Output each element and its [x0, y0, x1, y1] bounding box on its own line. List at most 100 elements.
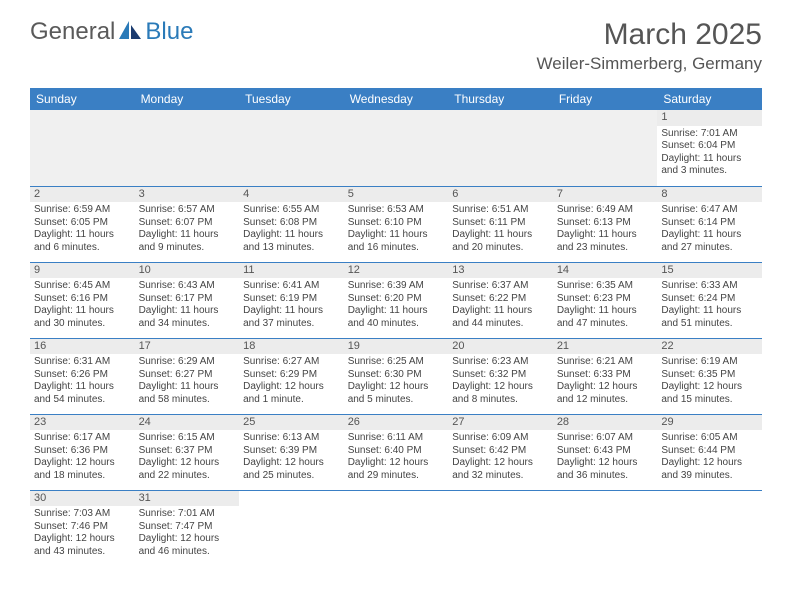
day-number: 27 [448, 415, 553, 431]
cell-line: Daylight: 12 hours [139, 457, 236, 470]
cell-line: Sunset: 6:05 PM [34, 217, 131, 230]
cell-line: Daylight: 12 hours [661, 457, 758, 470]
day-number: 28 [553, 415, 658, 431]
calendar-cell [344, 110, 449, 186]
cell-line: and 40 minutes. [348, 318, 445, 331]
day-header: Tuesday [239, 88, 344, 110]
calendar-cell: 5Sunrise: 6:53 AMSunset: 6:10 PMDaylight… [344, 186, 449, 262]
day-number: 11 [239, 263, 344, 279]
cell-line: Sunrise: 6:17 AM [34, 432, 131, 445]
calendar-cell: 14Sunrise: 6:35 AMSunset: 6:23 PMDayligh… [553, 262, 658, 338]
cell-line: and 13 minutes. [243, 242, 340, 255]
cell-line: and 5 minutes. [348, 394, 445, 407]
cell-line: Sunrise: 7:01 AM [661, 128, 758, 141]
day-number: 25 [239, 415, 344, 431]
cell-line: and 8 minutes. [452, 394, 549, 407]
cell-line: Sunrise: 6:45 AM [34, 280, 131, 293]
calendar-cell: 7Sunrise: 6:49 AMSunset: 6:13 PMDaylight… [553, 186, 658, 262]
day-number: 26 [344, 415, 449, 431]
calendar-cell [30, 110, 135, 186]
cell-line: Sunset: 6:44 PM [661, 445, 758, 458]
cell-line: Sunrise: 6:37 AM [452, 280, 549, 293]
cell-line: Daylight: 11 hours [557, 229, 654, 242]
cell-line: Sunset: 6:36 PM [34, 445, 131, 458]
calendar-cell: 21Sunrise: 6:21 AMSunset: 6:33 PMDayligh… [553, 338, 658, 414]
cell-line: Sunset: 6:37 PM [139, 445, 236, 458]
cell-line: Daylight: 11 hours [661, 305, 758, 318]
cell-line: Sunset: 6:27 PM [139, 369, 236, 382]
cell-line: Sunrise: 6:51 AM [452, 204, 549, 217]
calendar-cell: 1Sunrise: 7:01 AMSunset: 6:04 PMDaylight… [657, 110, 762, 186]
cell-line: Daylight: 11 hours [243, 305, 340, 318]
calendar-table: SundayMondayTuesdayWednesdayThursdayFrid… [30, 88, 762, 566]
cell-line: Daylight: 12 hours [661, 381, 758, 394]
cell-line: Sunset: 6:24 PM [661, 293, 758, 306]
cell-line: Sunrise: 6:21 AM [557, 356, 654, 369]
day-number: 8 [657, 187, 762, 203]
cell-line: Sunrise: 6:59 AM [34, 204, 131, 217]
location: Weiler-Simmerberg, Germany [537, 54, 762, 74]
cell-line: Sunset: 6:17 PM [139, 293, 236, 306]
cell-line: Sunset: 6:07 PM [139, 217, 236, 230]
calendar-cell: 16Sunrise: 6:31 AMSunset: 6:26 PMDayligh… [30, 338, 135, 414]
cell-line: Sunset: 7:47 PM [139, 521, 236, 534]
cell-line: Sunrise: 6:49 AM [557, 204, 654, 217]
cell-line: and 51 minutes. [661, 318, 758, 331]
day-number: 5 [344, 187, 449, 203]
cell-line: Sunset: 7:46 PM [34, 521, 131, 534]
cell-line: and 36 minutes. [557, 470, 654, 483]
cell-line: and 34 minutes. [139, 318, 236, 331]
cell-line: and 43 minutes. [34, 546, 131, 559]
cell-line: Daylight: 11 hours [348, 229, 445, 242]
cell-line: Daylight: 12 hours [34, 457, 131, 470]
cell-line: Sunset: 6:30 PM [348, 369, 445, 382]
calendar-cell: 8Sunrise: 6:47 AMSunset: 6:14 PMDaylight… [657, 186, 762, 262]
cell-line: and 3 minutes. [661, 165, 758, 178]
cell-line: and 37 minutes. [243, 318, 340, 331]
cell-line: Sunset: 6:13 PM [557, 217, 654, 230]
cell-line: Daylight: 12 hours [452, 381, 549, 394]
cell-line: Daylight: 12 hours [243, 457, 340, 470]
calendar-cell: 17Sunrise: 6:29 AMSunset: 6:27 PMDayligh… [135, 338, 240, 414]
cell-line: Daylight: 11 hours [139, 381, 236, 394]
cell-line: Sunrise: 6:43 AM [139, 280, 236, 293]
cell-line: and 44 minutes. [452, 318, 549, 331]
day-number: 22 [657, 339, 762, 355]
calendar-cell: 13Sunrise: 6:37 AMSunset: 6:22 PMDayligh… [448, 262, 553, 338]
cell-line: Daylight: 12 hours [348, 457, 445, 470]
cell-line: Sunrise: 6:53 AM [348, 204, 445, 217]
day-number: 31 [135, 491, 240, 507]
cell-line: and 22 minutes. [139, 470, 236, 483]
cell-line: Sunrise: 6:31 AM [34, 356, 131, 369]
calendar-cell [448, 110, 553, 186]
cell-line: Sunset: 6:33 PM [557, 369, 654, 382]
month-title: March 2025 [537, 18, 762, 52]
cell-line: Daylight: 11 hours [243, 229, 340, 242]
calendar-week: 9Sunrise: 6:45 AMSunset: 6:16 PMDaylight… [30, 262, 762, 338]
cell-line: Sunrise: 6:19 AM [661, 356, 758, 369]
cell-line: Sunset: 6:16 PM [34, 293, 131, 306]
day-number: 15 [657, 263, 762, 279]
calendar-cell: 4Sunrise: 6:55 AMSunset: 6:08 PMDaylight… [239, 186, 344, 262]
cell-line: Sunset: 6:22 PM [452, 293, 549, 306]
cell-line: and 58 minutes. [139, 394, 236, 407]
cell-line: Sunrise: 6:57 AM [139, 204, 236, 217]
cell-line: and 16 minutes. [348, 242, 445, 255]
cell-line: Sunrise: 6:25 AM [348, 356, 445, 369]
cell-line: Sunset: 6:40 PM [348, 445, 445, 458]
calendar-cell: 29Sunrise: 6:05 AMSunset: 6:44 PMDayligh… [657, 414, 762, 490]
cell-line: Sunrise: 6:29 AM [139, 356, 236, 369]
calendar-cell [553, 490, 658, 566]
cell-line: Sunset: 6:29 PM [243, 369, 340, 382]
cell-line: Sunrise: 6:23 AM [452, 356, 549, 369]
day-header: Saturday [657, 88, 762, 110]
calendar-cell [657, 490, 762, 566]
day-header: Monday [135, 88, 240, 110]
cell-line: Sunrise: 6:15 AM [139, 432, 236, 445]
cell-line: Sunset: 6:11 PM [452, 217, 549, 230]
calendar-cell: 20Sunrise: 6:23 AMSunset: 6:32 PMDayligh… [448, 338, 553, 414]
cell-line: Daylight: 11 hours [34, 229, 131, 242]
cell-line: Daylight: 11 hours [661, 153, 758, 166]
day-header: Thursday [448, 88, 553, 110]
cell-line: Sunrise: 6:39 AM [348, 280, 445, 293]
